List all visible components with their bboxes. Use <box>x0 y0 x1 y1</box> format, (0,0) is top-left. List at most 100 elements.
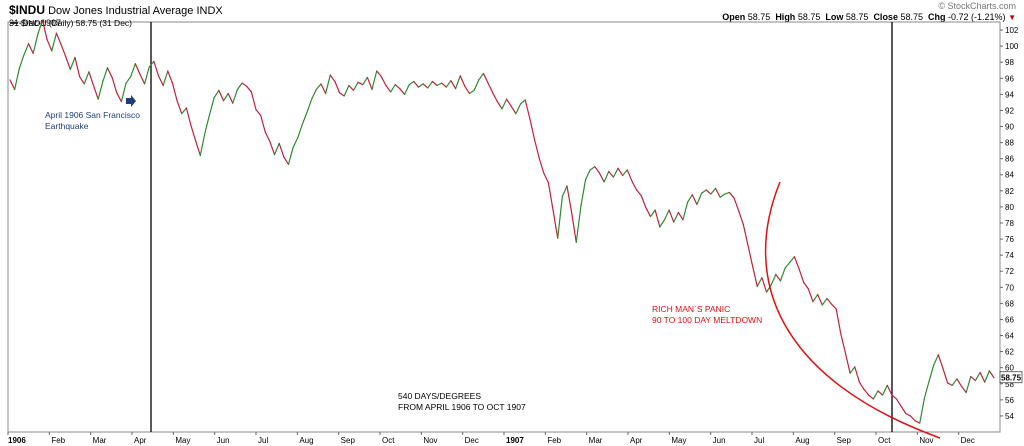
x-tick-label: 1906 <box>8 436 26 445</box>
price-segment <box>510 105 517 115</box>
earthquake-annotation-line2: Earthquake <box>45 121 89 131</box>
price-segment <box>222 92 229 102</box>
price-segment <box>292 137 299 149</box>
price-segment <box>157 75 164 87</box>
x-tick-label: Jul <box>258 436 268 445</box>
open-label: Open <box>722 12 746 22</box>
price-segment <box>380 76 387 87</box>
price-segment <box>965 375 972 394</box>
price-segment <box>877 390 884 396</box>
x-tick-label: Apr <box>630 436 643 445</box>
price-segment <box>162 70 169 87</box>
y-tick-label: 98 <box>1005 58 1014 67</box>
price-segment <box>566 185 573 214</box>
price-segment <box>14 68 20 91</box>
price-segment <box>376 70 382 78</box>
price-segment <box>65 55 71 71</box>
exchange-label: INDX <box>196 5 223 17</box>
price-series <box>9 19 995 424</box>
price-segment <box>348 84 355 91</box>
price-segment <box>826 297 833 305</box>
panic-annotation-line1: RICH MAN`S PANIC <box>652 304 730 314</box>
price-segment <box>297 123 304 139</box>
y-tick-label: 100 <box>1005 42 1019 51</box>
price-segment <box>301 111 308 125</box>
price-segment <box>334 80 341 94</box>
price-segment <box>770 273 777 286</box>
price-segment <box>236 82 243 91</box>
chart-header: $INDU Dow Jones Industrial Average INDX … <box>9 3 223 28</box>
x-tick-label: Feb <box>547 436 561 445</box>
y-tick-label: 82 <box>1005 187 1014 196</box>
x-tick-label: Nov <box>423 436 437 445</box>
price-segment <box>793 256 800 270</box>
price-segment <box>97 80 104 100</box>
price-segment <box>631 180 638 191</box>
price-segment <box>496 100 503 110</box>
x-axis: 1906 Feb Mar Apr May Jun Jul Aug Sep Oct Nov Dec 190… <box>7 432 975 445</box>
legend-label: $INDU (Daily) 58.75 (31 Dec) <box>21 18 132 28</box>
price-segment <box>306 98 313 113</box>
price-segment <box>524 99 531 120</box>
price-segment <box>844 352 851 374</box>
price-segment <box>478 72 485 81</box>
y-tick-label: 92 <box>1005 106 1014 115</box>
price-segment <box>144 66 150 85</box>
price-segment <box>937 354 944 370</box>
price-segment <box>608 170 614 178</box>
y-tick-label: 96 <box>1005 74 1014 83</box>
y-tick-label: 94 <box>1005 90 1014 99</box>
price-segment <box>798 268 805 284</box>
price-segment <box>431 80 438 87</box>
price-segment <box>928 364 935 382</box>
price-segment <box>589 166 596 171</box>
price-segment <box>974 371 981 382</box>
price-segment <box>649 209 656 218</box>
price-segment <box>696 192 703 206</box>
y-tick-label: 74 <box>1005 251 1014 260</box>
price-segment <box>691 194 698 206</box>
price-segment <box>422 83 429 89</box>
x-tick-label: Aug <box>299 436 313 445</box>
price-segment <box>552 209 559 239</box>
price-segment <box>55 32 62 46</box>
index-name: Dow Jones Industrial Average <box>48 5 194 17</box>
price-segment <box>598 172 605 183</box>
price-segment <box>83 71 90 85</box>
price-segment <box>69 56 76 71</box>
price-segment <box>246 85 252 93</box>
y-tick-label: 68 <box>1005 299 1014 308</box>
price-segment <box>724 191 731 195</box>
price-segment <box>181 107 187 115</box>
price-segment <box>232 88 239 104</box>
price-segment <box>357 81 364 86</box>
price-segment <box>519 99 526 105</box>
price-segment <box>74 56 81 78</box>
price-segment <box>830 303 837 310</box>
y-tick-label: 70 <box>1005 283 1014 292</box>
price-segment <box>956 378 963 387</box>
price-segment <box>18 54 25 70</box>
price-segment <box>840 333 847 354</box>
price-segment <box>487 82 494 94</box>
last-value-text: 58.75 <box>1001 374 1022 383</box>
price-segment <box>946 382 953 386</box>
price-segment <box>32 33 39 54</box>
price-segment <box>612 167 619 178</box>
price-segment <box>139 73 146 85</box>
price-segment <box>153 60 160 77</box>
ticker-symbol: $INDU <box>9 3 46 17</box>
price-segment <box>663 209 670 221</box>
price-segment <box>46 39 53 52</box>
price-segment <box>659 219 666 228</box>
price-segment <box>148 60 155 68</box>
quote-summary: Open 58.75 High 58.75 Low 58.75 Close 58… <box>722 12 1016 22</box>
price-segment <box>227 92 234 104</box>
x-tick-label: May <box>671 436 686 445</box>
last-value-tag: 58.75 <box>999 371 1023 384</box>
x-tick-label: Feb <box>51 436 65 445</box>
x-tick-label: Sep <box>837 436 852 445</box>
price-segment <box>125 76 132 84</box>
price-segment <box>872 390 879 400</box>
price-segment <box>325 74 331 95</box>
